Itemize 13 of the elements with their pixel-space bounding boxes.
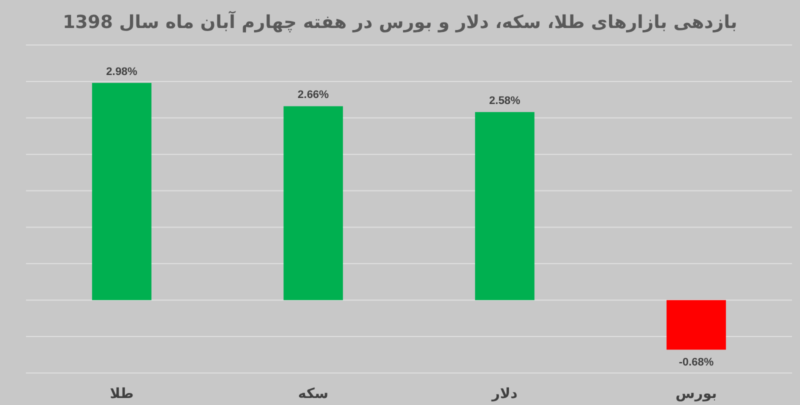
x-tick-label: طلا xyxy=(110,386,134,402)
data-label: 2.66% xyxy=(298,89,330,102)
x-tick-label: سکه xyxy=(298,386,328,402)
bar xyxy=(284,106,343,300)
data-label: 2.58% xyxy=(489,95,521,108)
data-label: 2.98% xyxy=(106,66,138,78)
bar xyxy=(666,300,726,350)
x-tick-label: دلار xyxy=(490,386,518,402)
data-label: -0.68% xyxy=(678,356,714,369)
x-tick-label: بورس xyxy=(676,386,717,402)
bar xyxy=(92,82,152,300)
bar xyxy=(475,112,534,300)
chart-title: بازدهی بازارهای طلا، سکه، دلار و بورس در هفته چهارم آبان ماه سال 1398 xyxy=(62,10,738,33)
